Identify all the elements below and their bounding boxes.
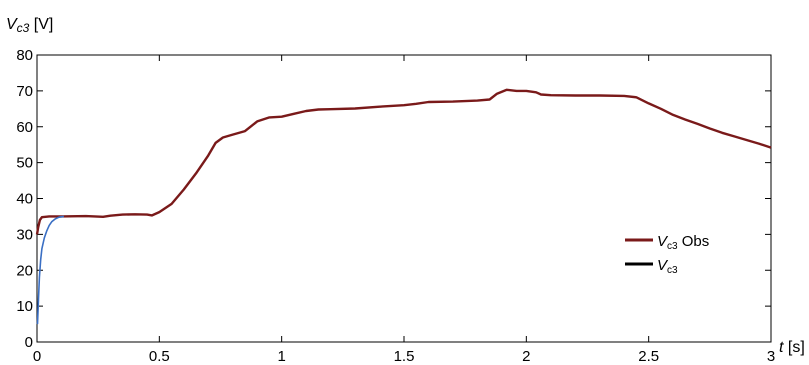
y-tick-label: 0 [25, 334, 33, 351]
y-tick-label: 60 [16, 119, 33, 136]
y-tick-label: 30 [16, 226, 33, 243]
legend-label-vc3: Vc3 [657, 257, 678, 276]
y-tick-label: 80 [16, 47, 33, 64]
y-axis-sub: c3 [17, 21, 30, 35]
y-axis-unit: [V] [29, 16, 53, 33]
x-tick-label: 2 [522, 348, 530, 365]
plot-area [36, 54, 772, 343]
y-tick-label: 70 [16, 83, 33, 100]
x-tick-label: 3 [767, 348, 775, 365]
x-tick-label: 0.5 [149, 348, 170, 365]
x-axis-var: t [779, 339, 784, 356]
x-tick-label: 0 [33, 348, 41, 365]
y-axis-title: Vc3 [V] [6, 16, 53, 35]
y-tick-label: 20 [16, 262, 33, 279]
x-tick-label: 1.5 [394, 348, 415, 365]
x-tick-label: 1 [277, 348, 285, 365]
series-line-0 [35, 88, 772, 235]
legend-label-vc3-obs: Vc3 Obs [657, 233, 709, 252]
legend: Vc3 Obs Vc3 [625, 233, 709, 276]
y-axis-var: V [6, 16, 18, 33]
y-tick-label: 50 [16, 155, 33, 172]
y-tick-label: 10 [16, 298, 33, 315]
x-tick-label: 2.5 [638, 348, 659, 365]
series-layer [35, 88, 772, 325]
x-axis-title: t [s] [779, 339, 805, 356]
y-tick-label: 40 [16, 191, 33, 208]
x-axis-unit: [s] [783, 339, 804, 356]
series-line-2 [36, 215, 65, 325]
